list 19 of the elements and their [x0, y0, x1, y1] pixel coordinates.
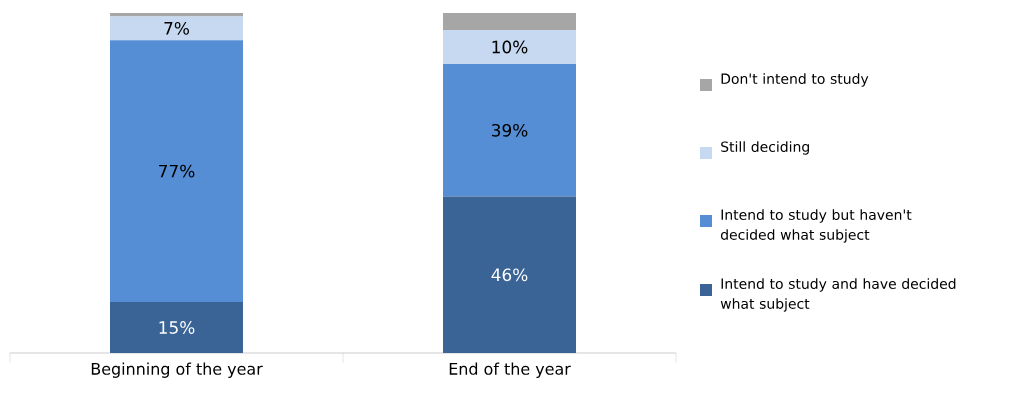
x-tick-label: Beginning of the year	[91, 362, 263, 378]
bar	[443, 64, 577, 197]
bar	[110, 40, 244, 302]
bar	[443, 13, 577, 30]
legend-label: Intend to study and have decided what subject	[720, 278, 956, 312]
data-label: 10%	[492, 40, 528, 54]
bar	[443, 196, 577, 353]
data-label: 7%	[164, 21, 189, 35]
bar	[443, 30, 577, 64]
legend-label: Still deciding	[721, 141, 809, 155]
legend-label: Don't intend to study	[721, 73, 869, 87]
legend-label: Intend to study but haven't decided what subject	[720, 209, 912, 243]
data-label: 77%	[159, 164, 195, 178]
bar	[110, 302, 244, 353]
x-tick-label: End of the year	[449, 362, 571, 378]
data-label: 46%	[491, 268, 528, 282]
bar	[110, 16, 244, 41]
data-label: 15%	[159, 321, 195, 334]
data-label: 39%	[491, 123, 528, 137]
